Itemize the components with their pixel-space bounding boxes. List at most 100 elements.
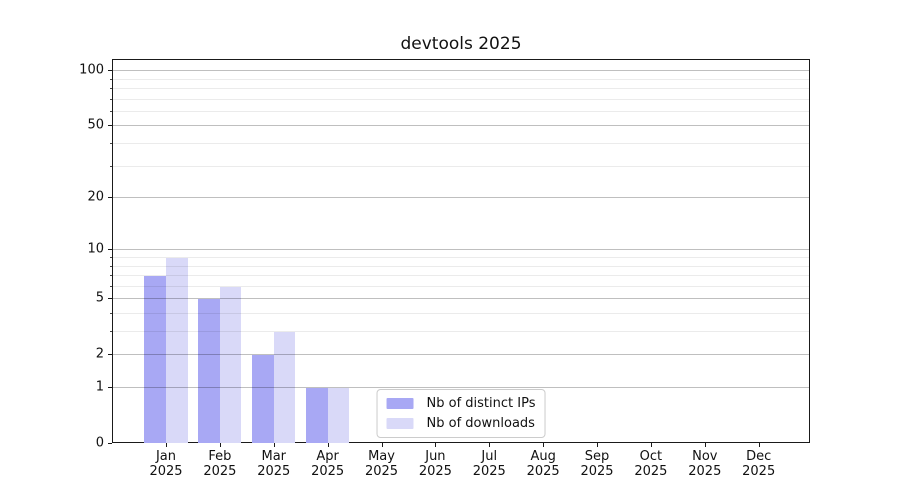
y-tick-mark: [108, 197, 112, 199]
y-tick-mark-minor: [110, 98, 112, 100]
bar-apr-distinct-ips: [306, 388, 328, 443]
y-tick-mark: [108, 125, 112, 127]
chart-title: devtools 2025: [400, 34, 522, 54]
y-tick-mark: [108, 249, 112, 251]
y-tick-label: 100: [79, 62, 104, 78]
x-tick-month: Jul: [481, 449, 498, 464]
x-tick-mark: [650, 443, 652, 447]
x-tick-label-dec: Dec 2025: [729, 449, 789, 479]
x-tick-month: May: [368, 449, 395, 464]
x-tick-label-feb: Feb 2025: [190, 449, 250, 479]
x-tick-month: Oct: [639, 449, 663, 464]
legend-item-distinct-ips: Nb of distinct IPs: [386, 396, 535, 411]
bar-mar-downloads: [273, 332, 296, 443]
gridline-major: [113, 70, 809, 72]
x-tick-year: 2025: [149, 464, 183, 479]
y-tick-mark-minor: [110, 143, 112, 144]
x-tick-mark: [489, 443, 491, 447]
x-tick-year: 2025: [742, 464, 776, 479]
legend-item-downloads: Nb of downloads: [386, 416, 536, 431]
legend-label-downloads: Nb of downloads: [426, 416, 535, 431]
bar-jan-distinct-ips: [144, 276, 166, 443]
x-tick-mark: [704, 443, 706, 447]
x-tick-year: 2025: [472, 464, 506, 479]
x-tick-label-may: May 2025: [352, 449, 412, 479]
gridline-minor: [113, 256, 809, 258]
x-tick-month: Mar: [261, 449, 287, 464]
x-tick-mark: [543, 443, 545, 447]
bar-apr-downloads: [327, 388, 350, 443]
gridline-major: [113, 387, 809, 388]
plot-area: [112, 59, 810, 443]
gridline-major: [113, 125, 809, 127]
bar-mar-distinct-ips: [252, 355, 274, 443]
x-tick-mark: [166, 443, 167, 447]
gridline-minor: [113, 78, 809, 80]
x-tick-year: 2025: [203, 464, 237, 479]
x-tick-year: 2025: [634, 464, 668, 479]
x-tick-mark: [273, 443, 275, 447]
legend-swatch-distinct-ips-icon: [386, 398, 414, 409]
gridline-major: [113, 249, 809, 251]
x-tick-label-jul: Jul 2025: [459, 449, 519, 479]
x-tick-label-nov: Nov 2025: [675, 449, 735, 479]
x-tick-label-sep: Sep 2025: [567, 449, 627, 479]
legend-swatch-downloads-icon: [386, 418, 414, 429]
bar-feb-distinct-ips: [198, 299, 220, 443]
gridline-minor: [113, 165, 809, 167]
y-tick-mark-minor: [110, 312, 112, 314]
y-tick-mark-minor: [110, 88, 112, 89]
x-tick-mark: [435, 443, 437, 447]
x-tick-mark: [597, 443, 599, 447]
x-tick-label-mar: Mar 2025: [244, 449, 304, 479]
gridline-minor: [113, 275, 809, 277]
y-tick-mark-minor: [110, 78, 112, 80]
y-tick-mark: [108, 354, 112, 356]
y-tick-label: 2: [95, 346, 104, 362]
x-tick-year: 2025: [580, 464, 614, 479]
y-tick-label: 20: [87, 189, 104, 205]
gridline-major: [113, 298, 809, 300]
x-tick-month: Sep: [584, 449, 610, 464]
x-tick-year: 2025: [364, 464, 399, 479]
y-tick-mark-minor: [110, 165, 112, 167]
x-tick-label-jan: Jan 2025: [136, 449, 196, 479]
gridline-minor: [113, 285, 809, 287]
x-tick-month: Jun: [425, 449, 446, 464]
gridline-minor: [113, 110, 809, 112]
y-tick-mark: [108, 70, 112, 72]
gridline-minor: [113, 143, 809, 144]
x-tick-mark: [381, 443, 383, 447]
x-tick-month: Apr: [316, 449, 339, 464]
y-tick-mark-minor: [110, 331, 112, 332]
gridline-minor: [113, 88, 809, 89]
x-tick-year: 2025: [257, 464, 291, 479]
x-tick-label-apr: Apr 2025: [298, 449, 358, 479]
bar-feb-downloads: [219, 286, 242, 443]
bar-jan-downloads: [166, 257, 188, 443]
x-tick-month: Jan: [155, 449, 177, 464]
legend: Nb of distinct IPs Nb of downloads: [376, 389, 546, 438]
gridline-minor: [113, 312, 809, 314]
x-tick-mark: [758, 443, 760, 447]
y-tick-mark: [108, 387, 112, 388]
y-tick-label: 10: [87, 241, 104, 257]
x-tick-month: Feb: [208, 449, 232, 464]
y-tick-mark: [108, 298, 112, 300]
x-tick-label-oct: Oct 2025: [621, 449, 681, 479]
gridline-minor: [113, 265, 809, 267]
x-tick-label-jun: Jun 2025: [405, 449, 465, 479]
gridline-minor: [113, 98, 809, 100]
gridline-major: [113, 354, 809, 356]
x-tick-label-aug: Aug 2025: [513, 449, 573, 479]
y-tick-label: 50: [87, 117, 104, 133]
y-tick-label: 5: [95, 290, 104, 306]
y-tick-mark-minor: [110, 265, 112, 267]
x-tick-mark: [327, 443, 329, 447]
y-tick-label: 0: [95, 435, 104, 451]
y-tick-mark-minor: [110, 285, 112, 287]
x-tick-month: Aug: [530, 449, 556, 464]
gridline-minor: [113, 331, 809, 332]
x-tick-month: Nov: [692, 449, 718, 464]
